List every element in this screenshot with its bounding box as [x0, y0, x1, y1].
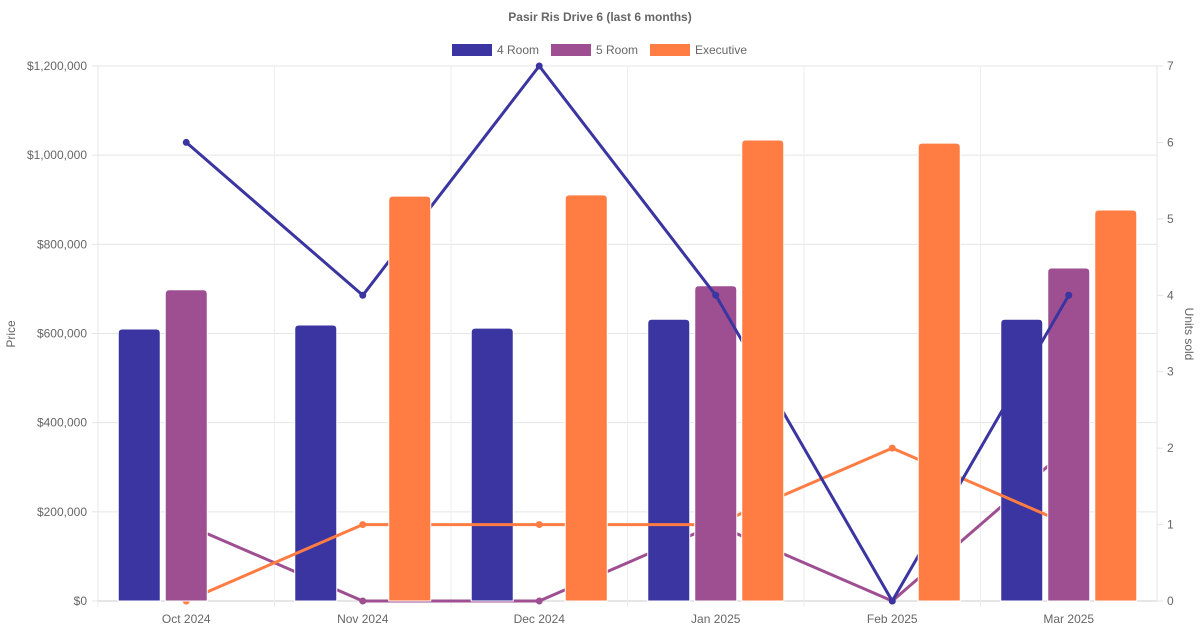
y-tick-label: $400,000: [37, 416, 87, 430]
y-axis-label: Price: [4, 320, 18, 348]
point-executive: [888, 444, 896, 452]
y2-axis-label: Units sold: [1182, 308, 1196, 361]
legend: 4 Room 5 Room Executive: [452, 43, 747, 57]
bar-5-room: [694, 285, 738, 602]
point-4-room: [1065, 291, 1073, 299]
x-tick-label: Dec 2024: [514, 612, 566, 626]
y2-tick-label: 4: [1167, 288, 1174, 302]
y2-tick-label: 3: [1167, 365, 1174, 379]
axes: $0 $200,000 $400,000 $600,000 $800,000 $1,000…: [27, 59, 1174, 626]
legend-swatch: [452, 44, 492, 56]
x-tick-label: Oct 2024: [162, 612, 211, 626]
point-5-room: [359, 597, 367, 605]
point-4-room: [359, 291, 367, 299]
y2-tick-label: 0: [1167, 594, 1174, 608]
point-4-room: [888, 597, 896, 605]
bar-executive: [388, 195, 432, 602]
x-tick-label: Nov 2024: [337, 612, 389, 626]
point-executive: [359, 521, 367, 529]
y-tick-label: $600,000: [37, 327, 87, 341]
y-tick-label: $1,000,000: [27, 148, 87, 162]
y2-tick-label: 6: [1167, 135, 1174, 149]
bar-4-room: [470, 327, 514, 602]
bar-4-room: [117, 328, 161, 602]
plot-area: [117, 62, 1138, 605]
gridlines: [97, 65, 1157, 607]
y2-tick-label: 7: [1167, 59, 1174, 73]
y2-tick-label: 1: [1167, 518, 1174, 532]
chart-title: Pasir Ris Drive 6 (last 6 months): [508, 10, 691, 24]
bar-4-room: [647, 318, 691, 602]
bar-executive: [564, 194, 608, 602]
point-4-room: [182, 138, 190, 146]
point-5-room: [535, 597, 543, 605]
bar-4-room: [294, 324, 338, 602]
bar-5-room: [164, 289, 208, 602]
bar-executive: [917, 142, 961, 602]
bar-5-room: [1047, 267, 1091, 602]
y2-tick-label: 5: [1167, 212, 1174, 226]
x-tick-label: Mar 2025: [1043, 612, 1094, 626]
y-tick-label: $1,200,000: [27, 59, 87, 73]
y-tick-label: $0: [74, 594, 88, 608]
legend-label: Executive: [695, 43, 747, 57]
bar-executive: [1094, 209, 1138, 602]
y-tick-label: $800,000: [37, 237, 87, 251]
legend-label: 5 Room: [596, 43, 638, 57]
x-tick-label: Jan 2025: [691, 612, 741, 626]
y-tick-label: $200,000: [37, 505, 87, 519]
point-executive: [535, 521, 543, 529]
bar-executive: [741, 139, 785, 602]
bar-4-room: [1000, 318, 1044, 602]
legend-swatch: [650, 44, 690, 56]
legend-label: 4 Room: [497, 43, 539, 57]
point-4-room: [535, 62, 543, 70]
legend-swatch: [551, 44, 591, 56]
y2-tick-label: 2: [1167, 441, 1174, 455]
point-4-room: [712, 291, 720, 299]
x-tick-label: Feb 2025: [867, 612, 918, 626]
